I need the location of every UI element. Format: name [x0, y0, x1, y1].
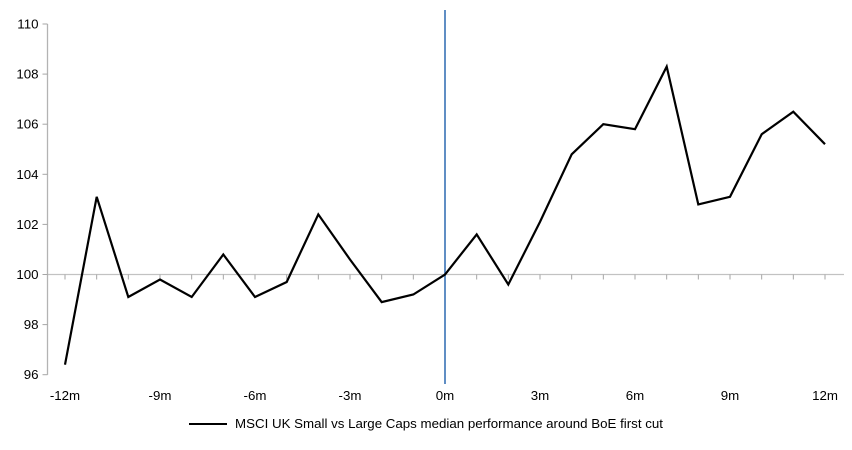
- y-axis-tick-label: 108: [16, 67, 38, 82]
- x-axis-tick-label: 6m: [626, 388, 644, 403]
- x-axis-tick-label: -6m: [244, 388, 267, 403]
- y-axis-tick-label: 110: [17, 17, 38, 32]
- legend-series-label: MSCI UK Small vs Large Caps median perfo…: [235, 416, 663, 431]
- y-axis-tick-label: 102: [16, 217, 38, 232]
- y-axis-tick-label: 98: [24, 317, 39, 332]
- y-axis-tick-label: 106: [16, 117, 38, 132]
- x-axis-tick-label: -3m: [339, 388, 362, 403]
- x-axis-tick-label: 12m: [812, 388, 838, 403]
- series-line: [63, 63, 826, 365]
- chart-legend: MSCI UK Small vs Large Caps median perfo…: [0, 416, 852, 431]
- y-axis-tick-label: 104: [16, 167, 38, 182]
- x-axis-tick-label: -12m: [50, 388, 80, 403]
- legend-line-swatch: [189, 422, 228, 425]
- x-axis-tick-label: 0m: [436, 388, 454, 403]
- y-axis-tick-label: 100: [16, 267, 38, 282]
- x-axis-tick-label: 3m: [531, 388, 549, 403]
- x-axis-tick-label: 9m: [721, 388, 739, 403]
- x-axis-tick-label: -9m: [149, 388, 172, 403]
- y-axis-tick-label: 96: [24, 367, 39, 382]
